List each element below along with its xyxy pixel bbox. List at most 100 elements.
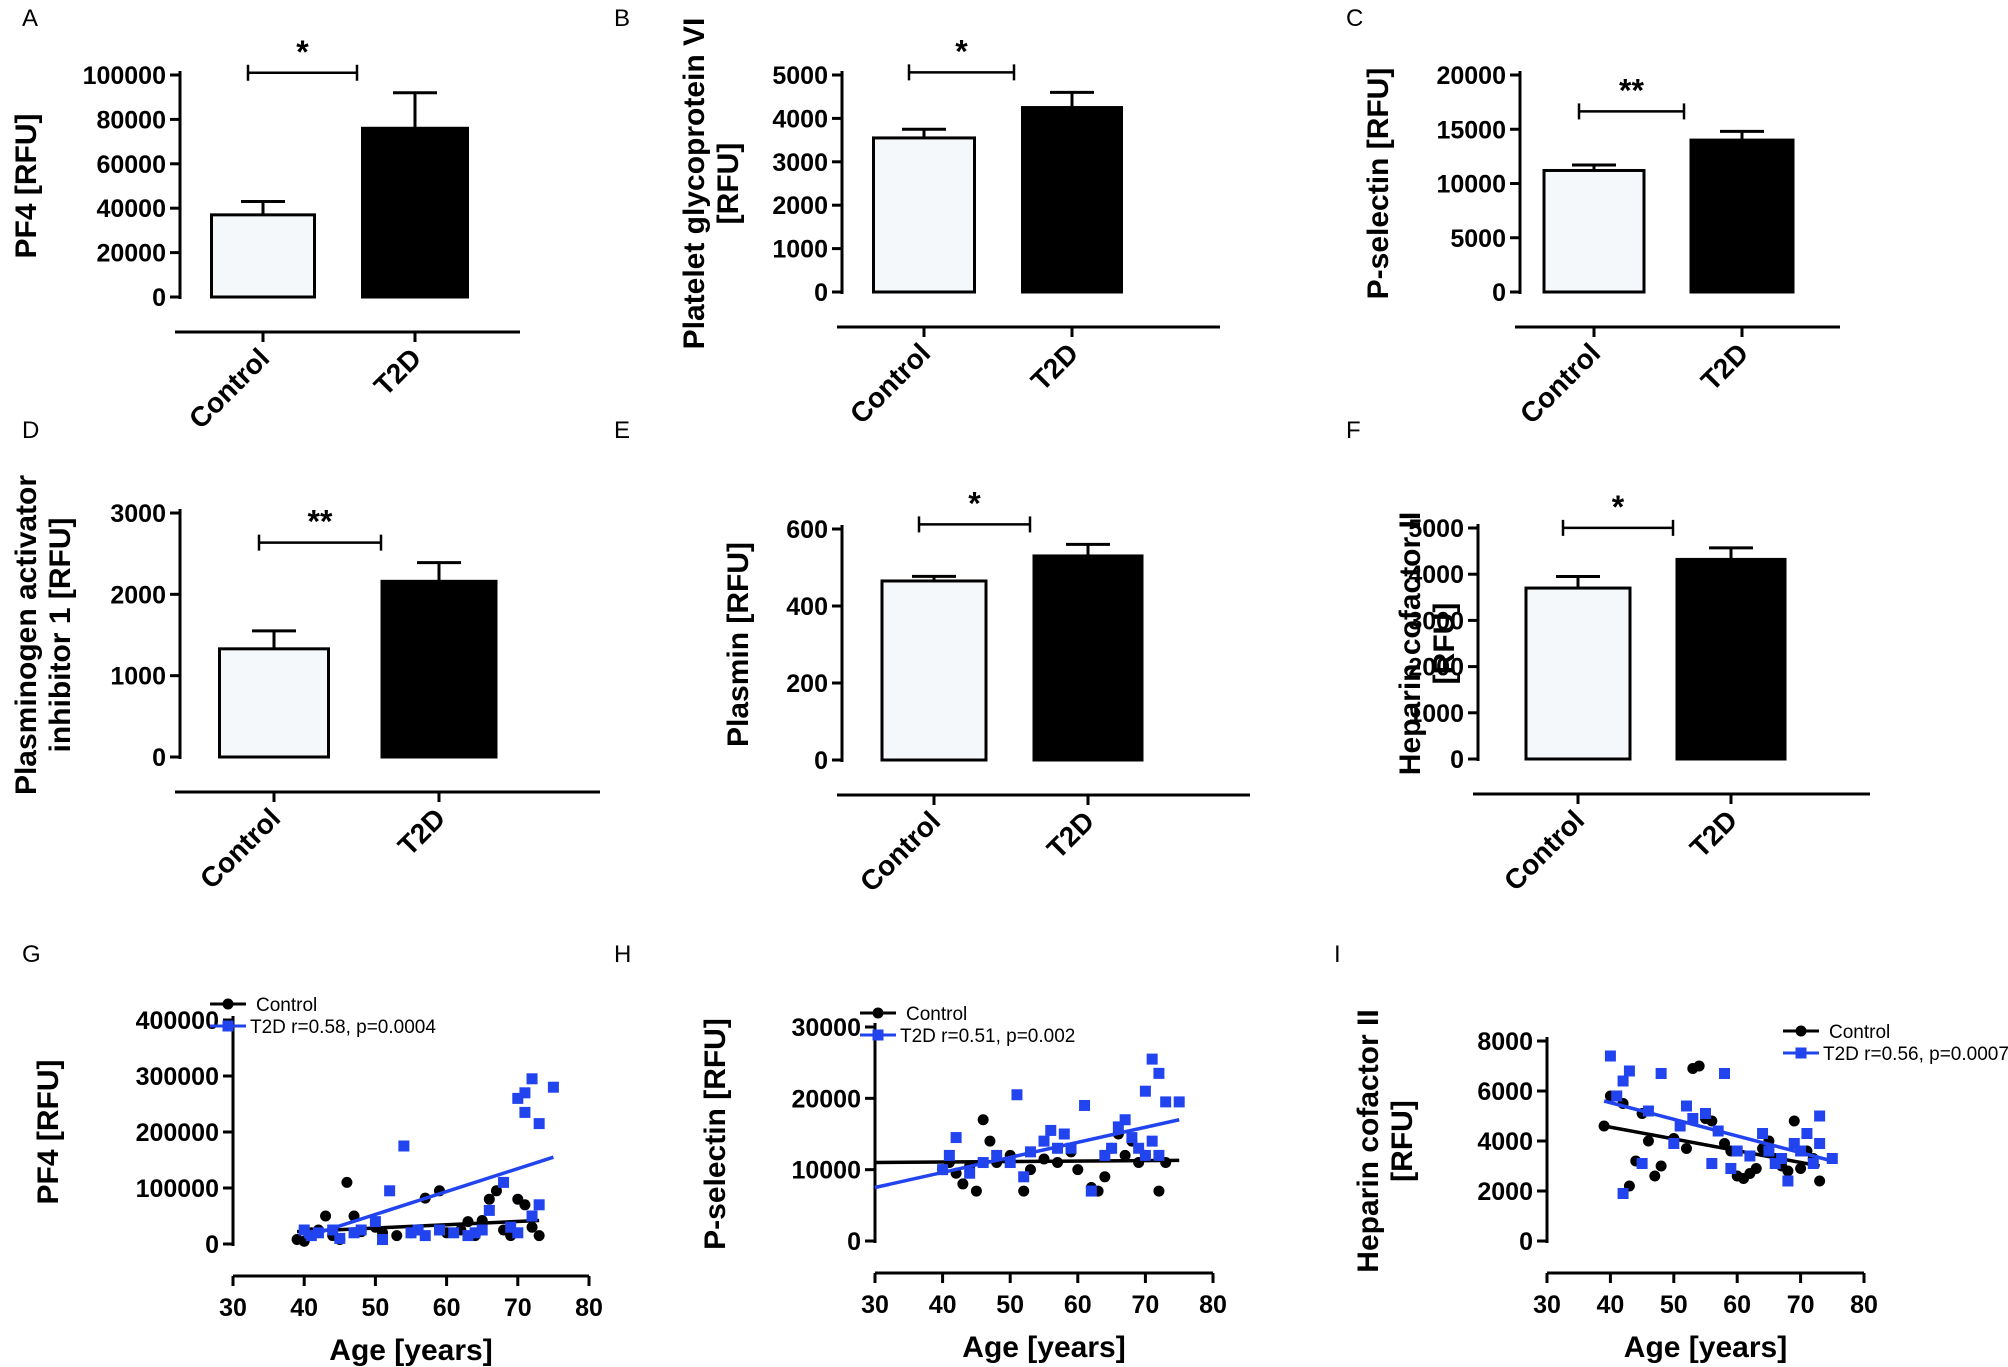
y-axis-title: PF4 [RFU] [10,114,43,259]
data-point-t2d [398,1140,410,1152]
x-tick-label: 70 [1787,1291,1815,1319]
x-axis-title: Age [years] [962,1331,1125,1364]
data-point-control [977,1114,989,1126]
y-tick-label: 300000 [136,1063,219,1091]
data-point-t2d [1038,1135,1050,1147]
data-point-t2d [1126,1132,1138,1144]
y-axis-title: Plasmin [RFU] [722,542,755,747]
data-point-control [483,1193,495,1205]
data-point-t2d [512,1227,524,1239]
legend-label-control: Control [906,1004,967,1025]
x-tick-label: 50 [996,1291,1024,1319]
data-point-t2d [377,1234,389,1246]
data-point-control [1642,1135,1654,1147]
y-axis-title: PF4 [RFU] [32,1060,65,1205]
data-point-control [1649,1170,1661,1182]
data-point-t2d [1757,1128,1769,1139]
data-point-t2d [943,1149,955,1161]
y-tick-label: 200000 [136,1119,219,1147]
series-control [1598,1060,1826,1192]
y-tick-label: 20000 [1436,62,1506,90]
data-point-t2d [1655,1068,1667,1079]
x-tick-label: 40 [290,1294,318,1322]
data-point-t2d [1011,1089,1023,1101]
data-point-t2d [483,1204,495,1216]
legend [1783,1025,1819,1059]
data-point-t2d [1680,1100,1692,1112]
data-point-t2d [1173,1096,1185,1108]
legend [860,1007,896,1041]
data-point-control [1072,1164,1084,1176]
data-point-t2d [1018,1171,1030,1183]
y-tick-label: 2000 [1408,654,1464,682]
x-tick-label: 60 [433,1294,461,1322]
legend-marker [1795,1025,1807,1037]
category-label: Control [1498,804,1590,896]
data-point-t2d [1801,1128,1813,1139]
data-point-control [1814,1175,1826,1187]
panel-letter: I [1334,941,1341,968]
data-point-t2d [1617,1188,1629,1199]
data-point-control [1750,1163,1762,1174]
y-tick-label: 1000 [110,663,166,691]
y-tick-label: 60000 [96,151,166,179]
data-point-control [1119,1149,1131,1161]
data-point-t2d [1814,1110,1826,1122]
regression-line-control [874,1158,1180,1165]
data-point-control [526,1221,538,1233]
data-point-t2d [1807,1158,1819,1169]
data-point-t2d [369,1216,381,1228]
data-point-t2d [1153,1067,1165,1079]
x-tick-label: 60 [1723,1291,1751,1319]
y-axis-title: P-selectin [RFU] [699,1018,732,1250]
data-point-control [341,1176,353,1188]
y-tick-label: 0 [152,284,166,312]
data-point-t2d [519,1106,531,1118]
y-tick-label: 0 [152,744,166,772]
x-tick-label: 50 [1660,1291,1688,1319]
category-label: T2D [1695,337,1754,396]
data-point-t2d [469,1227,481,1239]
data-point-t2d [1687,1113,1699,1124]
data-point-control [1018,1185,1030,1197]
data-point-t2d [937,1164,949,1176]
data-point-t2d [1146,1135,1158,1147]
y-axis-title: inhibitor 1 [RFU] [44,518,77,753]
x-axis-title: Age [years] [1624,1331,1787,1364]
data-point-t2d [505,1221,517,1233]
data-point-t2d [1744,1150,1756,1162]
y-axis-title: P-selectin [RFU] [1362,68,1395,300]
data-point-t2d [1058,1128,1070,1140]
y-tick-label: 200 [786,670,828,698]
series-t2d [298,1073,559,1246]
y-tick-label: 5000 [772,62,828,90]
category-label: Control [844,337,936,429]
category-label: T2D [368,342,427,401]
data-point-t2d [1045,1124,1057,1136]
panel-letter: C [1346,5,1363,32]
series-t2d [874,1053,1185,1197]
y-tick-label: 100000 [83,62,166,90]
y-axis-title: [RFU] [712,143,745,225]
y-tick-label: 4000 [1408,561,1464,589]
data-point-t2d [533,1199,545,1211]
y-axis-title: [RFU] [1386,1100,1419,1182]
y-tick-label: 0 [814,747,828,775]
y-tick-label: 4000 [1477,1128,1533,1156]
y-tick-label: 2000 [1477,1178,1533,1206]
y-tick-label: 2000 [110,581,166,609]
y-tick-label: 0 [1450,746,1464,774]
legend-label-t2d: T2D r=0.58, p=0.0004 [250,1017,436,1038]
significance-stars: ** [308,504,333,540]
x-tick-label: 60 [1064,1291,1092,1319]
y-tick-label: 20000 [96,240,166,268]
bar-t2d [1032,554,1144,762]
y-axis-title: [RFU] [1428,603,1461,685]
data-point-t2d [498,1176,510,1188]
y-axis-title: Plasminogen activator [10,475,43,795]
category-label: Control [854,805,946,897]
data-point-t2d [334,1232,346,1244]
data-point-t2d [1763,1145,1775,1157]
significance-stars: * [296,34,309,70]
category-label: T2D [392,802,451,861]
